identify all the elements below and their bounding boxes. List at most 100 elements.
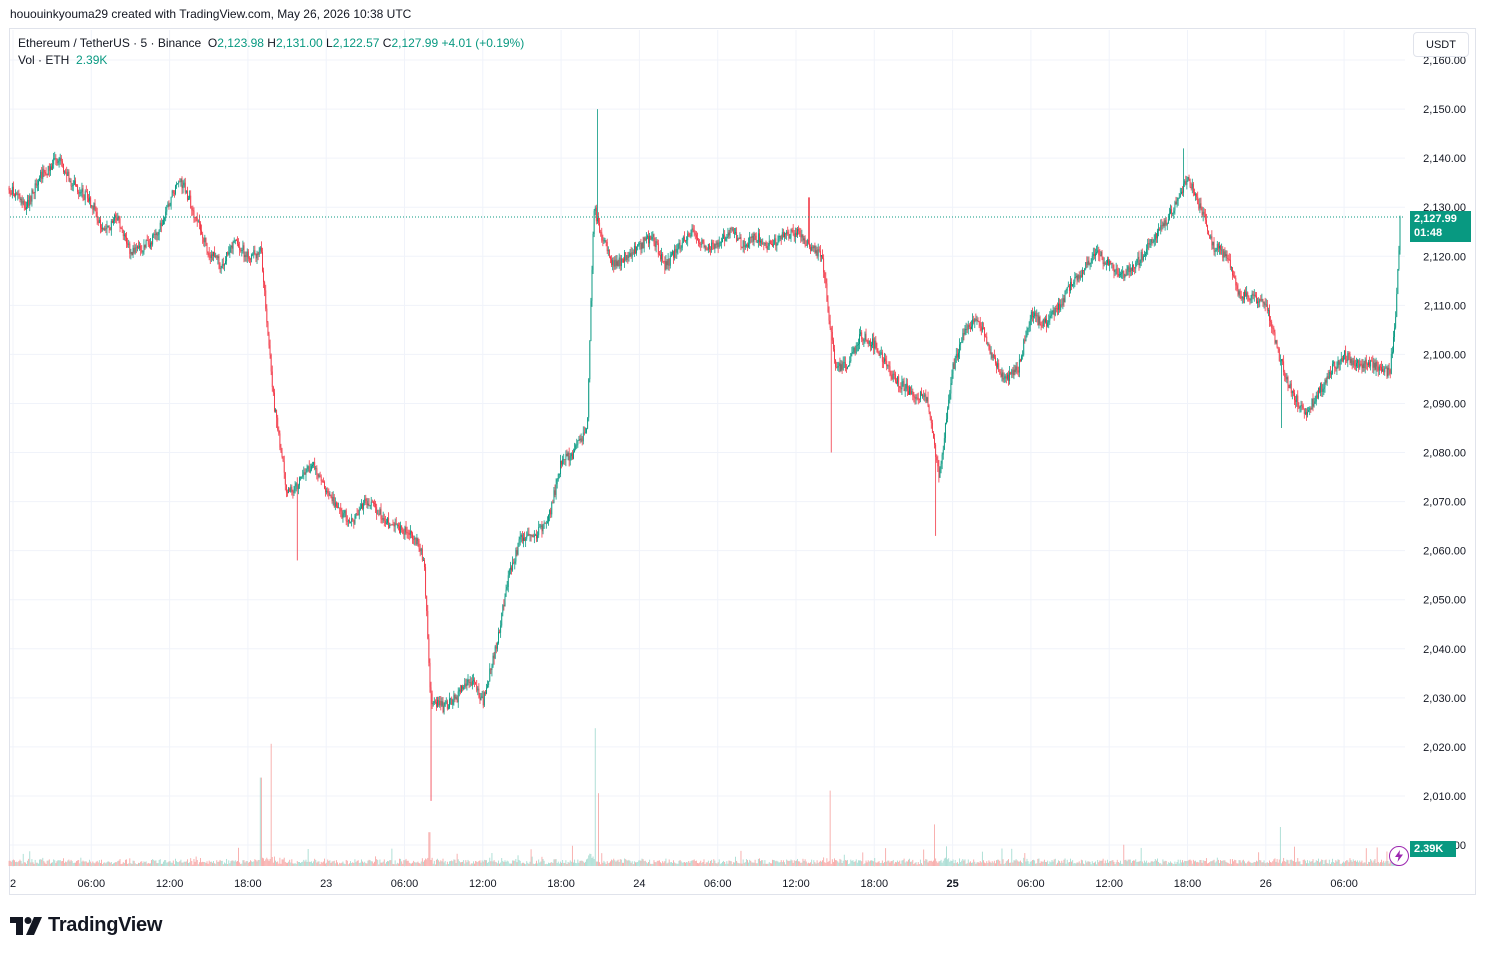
candle-body xyxy=(1247,292,1249,297)
candle-body xyxy=(325,488,326,493)
candle-body xyxy=(1271,321,1273,328)
volume-bar xyxy=(711,859,713,866)
candle-body xyxy=(731,228,733,230)
volume-bar xyxy=(500,862,502,866)
candle-body xyxy=(152,235,154,245)
candle-body xyxy=(960,342,962,345)
candle-body xyxy=(598,217,599,223)
volume-bar xyxy=(427,857,429,866)
candle-body xyxy=(116,217,118,221)
candle-body xyxy=(1153,240,1155,243)
candle-body xyxy=(414,537,416,540)
candle-body xyxy=(45,172,47,175)
volume-bar xyxy=(1135,859,1137,866)
volume-bar xyxy=(120,864,122,866)
volume-bar xyxy=(581,860,583,866)
volume-bar xyxy=(1088,861,1090,866)
volume-bar xyxy=(704,863,706,866)
volume-bar xyxy=(110,861,112,866)
volume-bar xyxy=(570,861,572,866)
candle-body xyxy=(851,352,853,354)
candle-body xyxy=(502,605,504,613)
candle-body xyxy=(278,429,280,434)
volume-bar xyxy=(656,860,658,866)
candle-body xyxy=(1309,408,1311,411)
volume-bar xyxy=(1260,860,1262,866)
volume-bar xyxy=(805,861,807,866)
volume-bar xyxy=(437,858,439,866)
candle-body xyxy=(1000,373,1002,377)
candle-body xyxy=(347,520,349,522)
volume-bar xyxy=(1034,860,1036,866)
candle-body xyxy=(811,246,813,251)
volume-bar xyxy=(702,861,704,866)
volume-bar xyxy=(128,863,130,866)
candle-body xyxy=(523,537,524,541)
volume-bar xyxy=(258,859,260,866)
y-tick-label: 2,160.00 xyxy=(1423,55,1466,67)
volume-bar xyxy=(1363,862,1365,866)
volume-bar xyxy=(182,862,184,866)
currency-button[interactable]: USDT xyxy=(1413,32,1469,57)
legend-symbol[interactable]: Ethereum / TetherUS · 5 · Binance xyxy=(18,36,202,50)
candle-body xyxy=(384,520,386,524)
candle-body xyxy=(931,422,933,433)
volume-bar xyxy=(1270,862,1272,866)
tradingview-logo[interactable]: TradingView xyxy=(10,914,162,937)
candle-body xyxy=(689,235,691,237)
candle-body xyxy=(776,243,778,246)
candle-body xyxy=(511,567,512,571)
volume-bar xyxy=(457,859,459,866)
volume-bar xyxy=(225,863,226,866)
volume-bar xyxy=(639,860,641,866)
candle-body xyxy=(862,339,864,342)
candle-body xyxy=(1397,269,1399,294)
candle-body xyxy=(1061,304,1063,306)
volume-bar xyxy=(12,859,14,866)
volume-bar xyxy=(313,861,315,866)
volume-bar xyxy=(1298,861,1300,866)
candle-body xyxy=(1390,353,1392,374)
volume-bar xyxy=(111,864,113,866)
candle-body xyxy=(79,192,81,194)
candle-body xyxy=(358,509,360,516)
volume-bar xyxy=(175,858,176,866)
volume-bar xyxy=(1090,864,1092,866)
volume-bar xyxy=(871,860,872,866)
lightning-icon[interactable] xyxy=(1389,846,1409,866)
volume-bar xyxy=(799,861,801,866)
candle-body xyxy=(1023,339,1025,355)
volume-bar xyxy=(621,862,623,866)
candle-body xyxy=(1121,273,1123,275)
candle-body xyxy=(91,205,93,207)
candle-body xyxy=(303,472,305,475)
volume-bar xyxy=(608,862,610,866)
volume-bar xyxy=(1104,860,1106,866)
candle-body xyxy=(1261,299,1263,301)
volume-bar xyxy=(208,860,210,866)
volume-bar xyxy=(594,728,596,866)
candle-body xyxy=(540,525,542,527)
candle-body xyxy=(1337,360,1339,368)
volume-bar xyxy=(782,860,784,866)
volume-bar xyxy=(126,859,127,866)
candle-body xyxy=(12,186,14,195)
volume-bar xyxy=(242,860,244,866)
volume-bar xyxy=(744,862,746,866)
volume-bar xyxy=(216,860,218,866)
candle-body xyxy=(637,244,639,247)
volume-bar xyxy=(775,861,777,866)
candle-body xyxy=(1097,250,1099,253)
candle-body xyxy=(147,240,149,245)
legend-vol-label[interactable]: Vol · ETH xyxy=(18,53,70,67)
volume-bar xyxy=(520,863,522,866)
volume-bar xyxy=(1041,861,1043,866)
volume-bar xyxy=(411,863,412,866)
candle-body xyxy=(1100,251,1102,256)
candle-body xyxy=(781,232,783,240)
volume-bar xyxy=(832,861,834,866)
chart-frame[interactable] xyxy=(9,28,1476,895)
candle-body xyxy=(509,567,511,570)
candle-body xyxy=(1141,251,1143,261)
